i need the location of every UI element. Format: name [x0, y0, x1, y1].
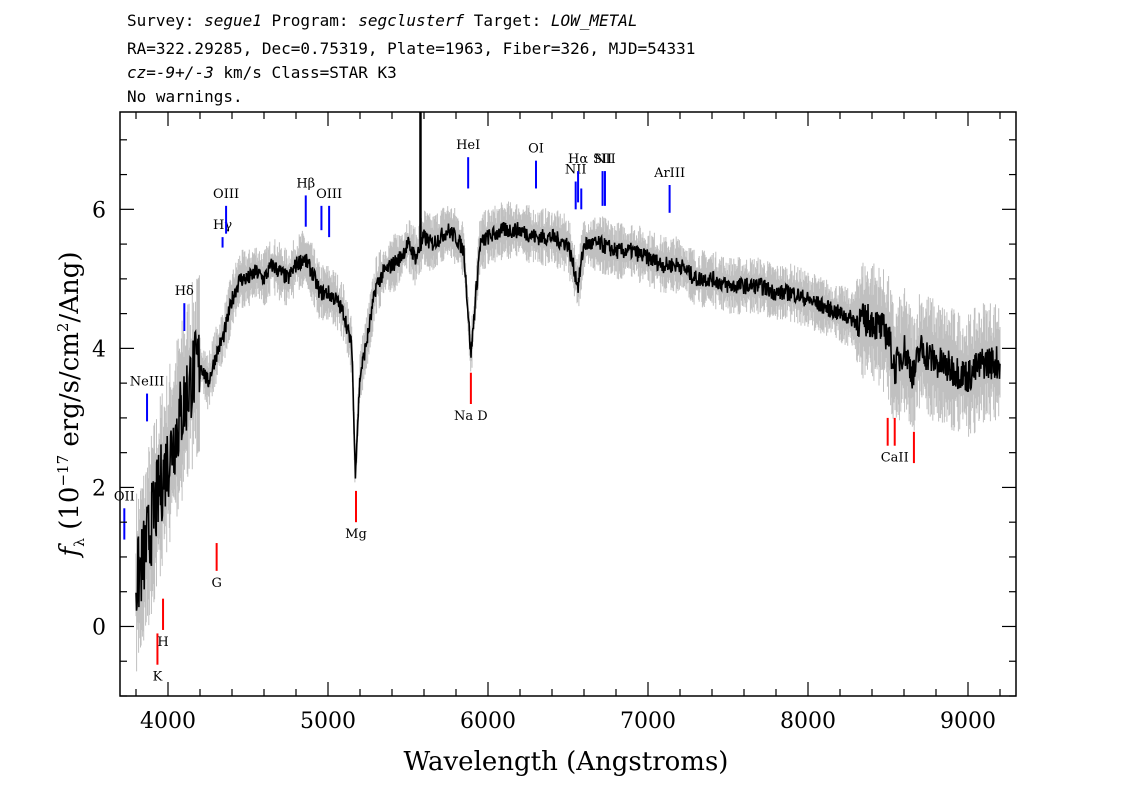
- line-label-OII: OII: [114, 489, 135, 504]
- line-label-SII6716: SII: [593, 152, 612, 167]
- header-line-1: Survey: segue1 Program: segclusterf Targ…: [127, 11, 638, 30]
- line-label-ArIII: ArIII: [653, 166, 685, 181]
- x-tick-label: 7000: [620, 709, 676, 734]
- line-label-NeIII: NeIII: [130, 375, 164, 390]
- line-label-G: G: [211, 576, 221, 591]
- line-label-Hbeta: Hβ: [296, 176, 315, 191]
- x-tick-label: 5000: [300, 709, 356, 734]
- line-label-HeI: HeI: [456, 138, 480, 153]
- y-tick-label: 4: [92, 337, 106, 362]
- line-label-OIII5007: OIII: [316, 187, 342, 202]
- y-axis-label: fλ (10−17 erg/s/cm2/Ang): [54, 251, 88, 558]
- flux-layer: [135, 112, 1001, 611]
- x-tick-label: 8000: [780, 709, 836, 734]
- line-label-H: H: [157, 635, 168, 650]
- x-tick-label: 9000: [940, 709, 996, 734]
- line-label-CaII8542: CaII: [881, 451, 909, 466]
- line-label-NaD: Na D: [454, 409, 488, 424]
- line-label-Hdelta: Hδ: [175, 284, 194, 299]
- x-tick-label: 4000: [140, 709, 196, 734]
- flux-series: [135, 222, 1001, 611]
- line-label-Halpha: Hα: [568, 152, 588, 167]
- y-tick-label: 6: [92, 198, 106, 223]
- plot-frame: [119, 111, 1017, 697]
- line-label-K: K: [153, 670, 163, 685]
- x-tick-label: 6000: [460, 709, 516, 734]
- header-line-2: RA=322.29285, Dec=0.75319, Plate=1963, F…: [127, 39, 695, 58]
- axis-ticks: 4000 5000 6000 7000 8000 9000 0 2 4 6: [92, 112, 1016, 734]
- y-tick-label: 2: [92, 476, 106, 501]
- y-tick-label: 0: [92, 615, 106, 640]
- header-line-3: cz=-9+/-3 km/s Class=STAR K3: [127, 63, 397, 82]
- header-line-4: No warnings.: [127, 87, 243, 106]
- line-label-Mg: Mg: [345, 527, 367, 542]
- line-label-OIII4363: OIII: [213, 187, 239, 202]
- x-axis-label: Wavelength (Angstroms): [404, 747, 729, 777]
- line-label-SII6731: NII: [594, 152, 616, 167]
- line-label-OI: OI: [528, 142, 544, 157]
- line-label-Hgamma: Hγ: [213, 218, 232, 233]
- line-label-NII6548: NII: [565, 163, 587, 178]
